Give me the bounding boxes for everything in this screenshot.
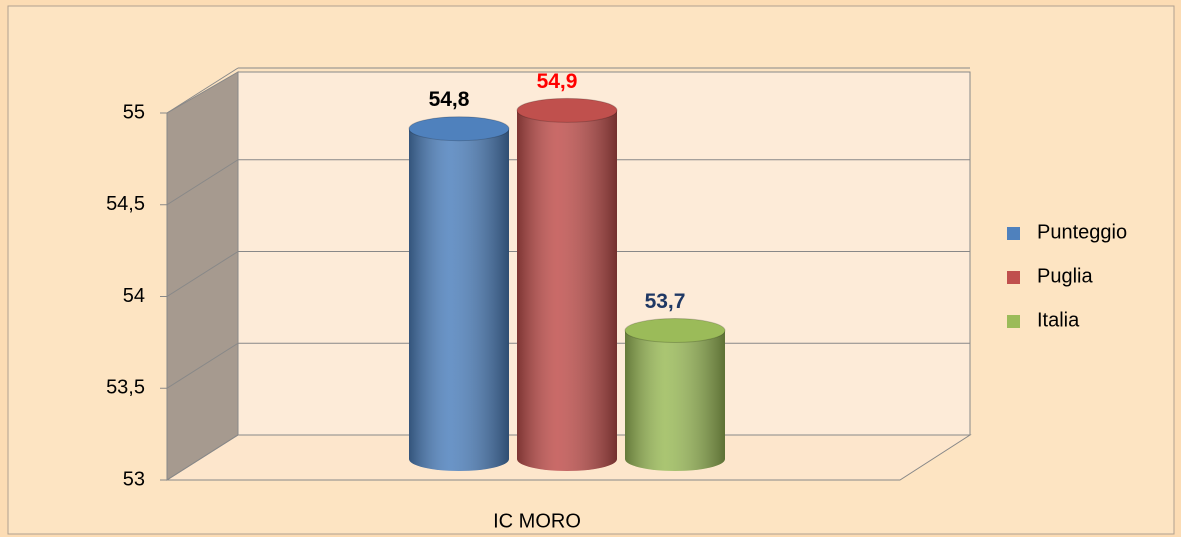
value-label: 54,8 bbox=[429, 88, 470, 111]
legend-label: Punteggio bbox=[1037, 221, 1127, 243]
bar-top bbox=[624, 318, 726, 344]
y-tick-label: 53,5 bbox=[106, 377, 145, 399]
side-wall bbox=[166, 71, 239, 481]
grid-line bbox=[166, 251, 239, 297]
bar-top bbox=[408, 116, 510, 142]
y-tick-label: 54 bbox=[123, 285, 145, 307]
bar-shade bbox=[409, 128, 509, 471]
legend-label: Puglia bbox=[1037, 265, 1093, 287]
legend-swatch bbox=[1007, 227, 1020, 240]
bar-top bbox=[516, 97, 618, 123]
legend-label: Italia bbox=[1037, 309, 1080, 331]
value-label: 53,7 bbox=[645, 290, 686, 313]
y-tick-label: 54,5 bbox=[106, 193, 145, 215]
grid-line bbox=[166, 342, 239, 389]
value-label: 54,9 bbox=[537, 70, 578, 93]
bar-shade bbox=[517, 110, 617, 471]
x-tick-label: IC MORO bbox=[493, 510, 581, 532]
grid-line bbox=[166, 159, 239, 206]
y-tick-label: 55 bbox=[123, 101, 145, 123]
bar-shade bbox=[625, 330, 725, 471]
legend-swatch bbox=[1007, 271, 1020, 284]
grid-line bbox=[166, 434, 239, 481]
y-tick-label: 53 bbox=[123, 468, 145, 490]
grid-line bbox=[166, 67, 239, 114]
legend-swatch bbox=[1007, 315, 1020, 328]
